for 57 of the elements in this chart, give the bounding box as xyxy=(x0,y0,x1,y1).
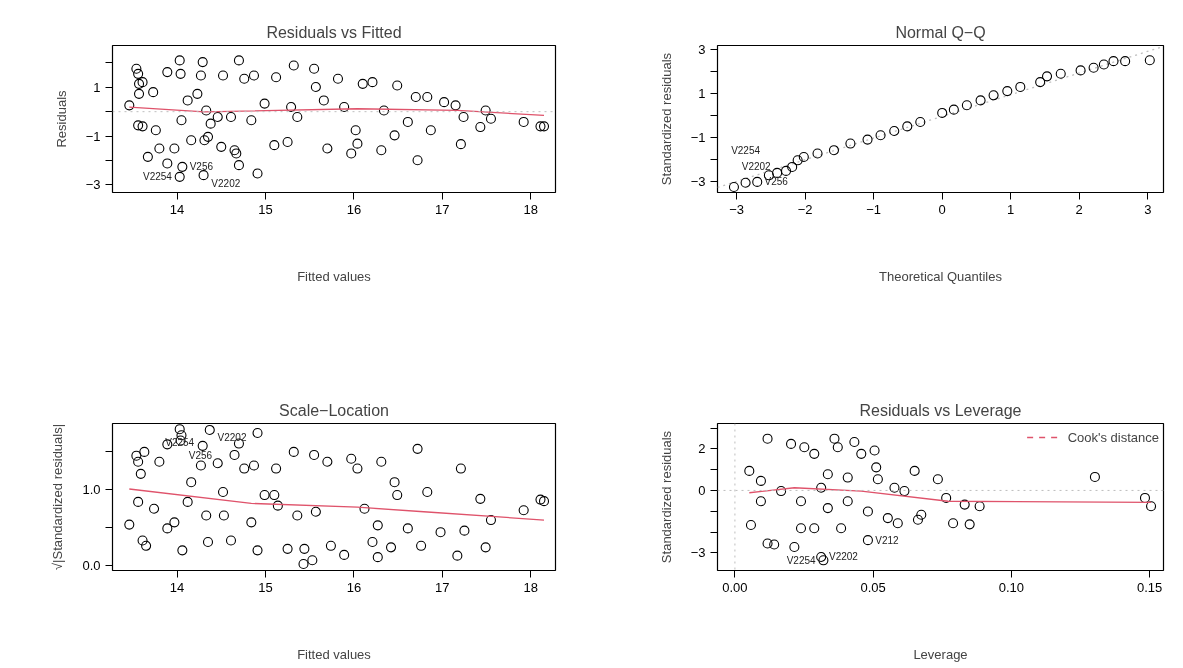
x-axis-title: Fitted values xyxy=(297,268,372,284)
annotation: V2202 xyxy=(828,551,859,563)
y-tick-label: 0.0 xyxy=(82,558,101,573)
annotation: V256 xyxy=(189,161,214,173)
x-tick-label: 15 xyxy=(258,579,273,595)
y-axis-title: √|Standardized residuals| xyxy=(50,423,66,571)
y-tick-label: −3 xyxy=(690,545,706,561)
chart-title: Residuals vs Leverage xyxy=(859,401,1022,419)
x-tick-label: 1 xyxy=(1007,201,1015,217)
x-axis-title: Leverage xyxy=(913,646,968,662)
y-tick-label: −1 xyxy=(85,128,101,144)
x-axis-title: Theoretical Quantiles xyxy=(879,268,1003,284)
y-tick-label: 1.0 xyxy=(82,482,101,498)
annotation: V256 xyxy=(764,176,789,188)
annotation: V2254 xyxy=(731,145,761,157)
annotation: V212 xyxy=(875,534,900,546)
chart-title: Residuals vs Fitted xyxy=(266,23,402,41)
x-tick-label: 2 xyxy=(1075,201,1083,217)
x-tick-label: 0.05 xyxy=(860,579,886,595)
annotation: V2254 xyxy=(142,171,173,183)
x-tick-label: 0.00 xyxy=(722,579,748,595)
y-tick-label: −3 xyxy=(85,177,101,193)
y-tick-label: 1 xyxy=(93,79,101,95)
y-axis-title: Standardized residuals xyxy=(658,430,674,564)
annotation: V2254 xyxy=(786,554,817,566)
y-tick-label: −1 xyxy=(690,130,706,146)
legend-label: Cook's distance xyxy=(1067,429,1159,445)
y-tick-label: 3 xyxy=(698,42,706,58)
y-tick-label: 0 xyxy=(698,482,706,498)
x-tick-label: 17 xyxy=(435,579,450,595)
x-tick-label: 14 xyxy=(169,201,185,217)
y-axis-title: Standardized residuals xyxy=(658,52,674,186)
annotation: V256 xyxy=(188,449,213,461)
x-tick-label: 18 xyxy=(523,201,538,217)
x-tick-label: −3 xyxy=(729,201,745,217)
x-tick-label: 16 xyxy=(346,579,362,595)
annotation: V2202 xyxy=(217,432,247,444)
annotation: V2202 xyxy=(741,161,772,173)
y-tick-label: 1 xyxy=(698,86,706,102)
x-tick-label: 0 xyxy=(938,201,946,217)
x-tick-label: 3 xyxy=(1144,201,1152,217)
x-tick-label: 15 xyxy=(258,201,273,217)
x-tick-label: 0.15 xyxy=(1137,579,1163,595)
y-axis-title: Residuals xyxy=(53,89,69,148)
x-axis-title: Fitted values xyxy=(297,646,372,662)
x-tick-label: 18 xyxy=(523,579,538,595)
x-tick-label: 0.10 xyxy=(998,579,1025,595)
x-tick-label: 16 xyxy=(346,201,362,217)
chart-title: Normal Q−Q xyxy=(895,23,986,41)
x-tick-label: 14 xyxy=(169,579,185,595)
annotation: V2202 xyxy=(211,177,241,189)
x-tick-label: −2 xyxy=(797,201,813,217)
chart-title: Scale−Location xyxy=(279,401,389,419)
y-tick-label: 2 xyxy=(698,441,706,457)
y-tick-label: −3 xyxy=(690,174,706,190)
x-tick-label: −1 xyxy=(866,201,882,217)
x-tick-label: 17 xyxy=(435,201,450,217)
